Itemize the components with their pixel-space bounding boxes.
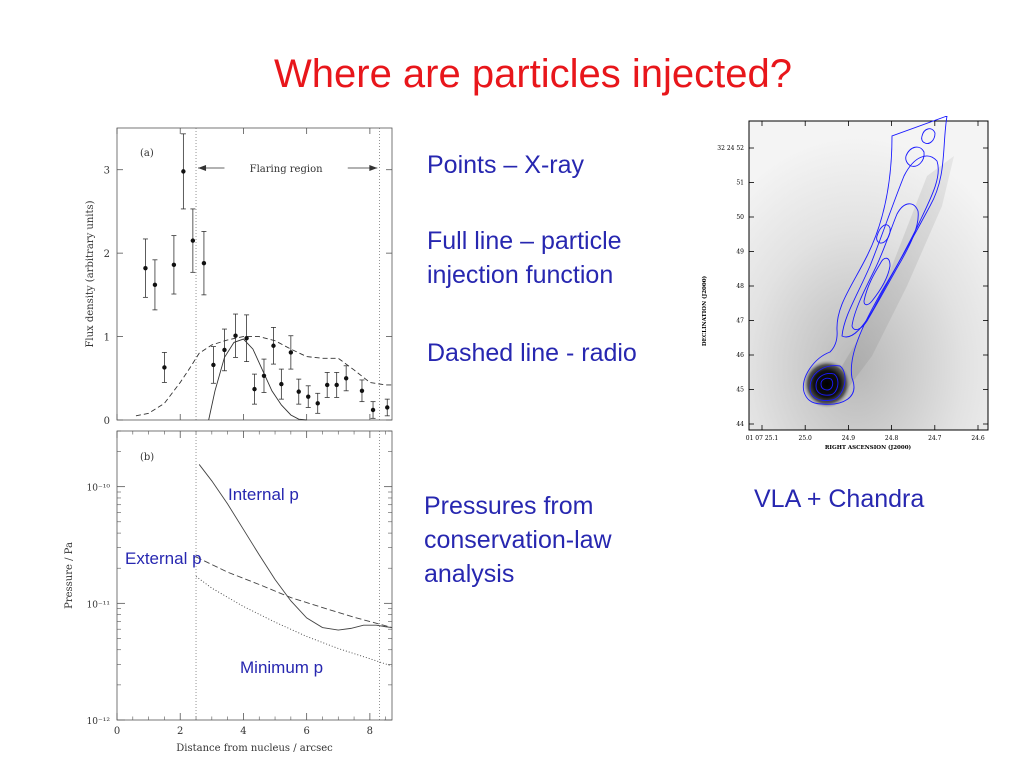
minimum-pressure-line (195, 576, 393, 667)
dec-tick-label: 32 24 52 (717, 145, 744, 152)
bullet-full-line: Full line – particle injection function (427, 227, 622, 289)
internal-pressure-line (198, 464, 393, 631)
xray-data-point (244, 336, 249, 341)
dec-tick-label: 50 (736, 214, 744, 221)
arrowhead-right (369, 165, 378, 171)
xray-data-point (296, 389, 301, 394)
xray-data-point (288, 350, 294, 355)
y-tick-label: 0 (104, 416, 110, 427)
x-axis-label: Distance from nucleus / arcsec (176, 743, 333, 754)
y-axis-label: Pressure / Pa (64, 542, 75, 609)
dec-axis-label: DECLINATION (J2000) (701, 275, 708, 346)
panel-label: (b) (140, 452, 154, 463)
y-tick-label: 10⁻¹² (87, 717, 111, 727)
y-tick-label: 2 (104, 249, 110, 260)
y-axis-label: Flux density (arbitrary units) (85, 200, 96, 347)
xray-data-point (315, 401, 320, 406)
y-tick-label: 10⁻¹¹ (87, 600, 110, 610)
xray-jet-emission (830, 156, 954, 396)
xray-data-point (334, 382, 339, 388)
injection-solid-line (208, 338, 307, 421)
xray-data-point (190, 238, 196, 243)
xray-data-point (325, 382, 330, 388)
external-pressure-line (195, 556, 393, 628)
panel-b-frame (116, 430, 393, 721)
xray-data-point (343, 376, 349, 381)
charts-figure: 0 1 2 3 Flux density (arbitrary units) (a) Fla… (64, 127, 393, 754)
xray-data-point (181, 169, 186, 174)
panel-a-frame (116, 127, 393, 421)
ra-axis-label: RIGHT ASCENSION (J2000) (825, 444, 912, 451)
xray-data-point (152, 282, 158, 288)
xray-data-point (385, 405, 390, 410)
xray-data-point (143, 265, 148, 271)
xray-data-point (201, 260, 207, 266)
ra-tick-label: 24.8 (885, 435, 899, 442)
dec-tick-label: 46 (736, 352, 744, 359)
panel-b: 10⁻¹² 10⁻¹¹ 10⁻¹⁰ 0 2 4 6 8 Distance from nucleu… (64, 430, 393, 754)
ra-tick-label: 01 07 25.1 (746, 435, 778, 442)
dec-tick-label: 45 (736, 387, 744, 394)
dec-tick-label: 48 (736, 283, 744, 290)
xray-data-point (370, 407, 376, 413)
xray-data-point (162, 365, 167, 370)
ra-tick-label: 24.7 (928, 435, 942, 442)
xray-data-point (233, 333, 238, 338)
panel-label: (a) (140, 148, 154, 159)
image-frame (748, 120, 989, 431)
dec-tick-label: 49 (736, 249, 744, 256)
flaring-region-label: Flaring region (250, 164, 323, 175)
radio-dashed-line (135, 336, 392, 417)
panel-a: 0 1 2 3 Flux density (arbitrary units) (a) Fla… (85, 127, 393, 427)
dec-tick-label: 51 (736, 180, 744, 187)
xray-data-point (279, 381, 284, 387)
bullet-dashed-line: Dashed line - radio (427, 339, 637, 367)
x-tick-label: 6 (303, 726, 309, 737)
dec-tick-label: 44 (736, 421, 744, 428)
y-tick-label: 10⁻¹⁰ (87, 484, 111, 494)
bullet-points-xray: Points – X-ray (427, 151, 585, 179)
xray-data-point (306, 394, 311, 399)
ra-tick-label: 24.6 (971, 435, 985, 442)
xray-data-point (271, 343, 276, 348)
xray-data-point (222, 347, 227, 353)
dec-tick-label: 47 (736, 318, 744, 325)
image-caption: VLA + Chandra (754, 485, 925, 513)
xray-data-point (261, 373, 267, 378)
radio-contours (802, 116, 948, 405)
x-tick-label: 8 (367, 726, 373, 737)
x-tick-label: 0 (114, 726, 120, 737)
x-tick-label: 2 (177, 726, 183, 737)
xray-data-point (171, 262, 177, 268)
pressures-text: Pressures from conservation-law analysis (424, 492, 612, 588)
ra-tick-label: 25.0 (799, 435, 813, 442)
x-tick-label: 4 (240, 726, 246, 737)
y-tick-label: 3 (104, 166, 110, 177)
ra-tick-label: 24.9 (842, 435, 856, 442)
slide-title: Where are particles injected? (274, 52, 793, 96)
arrowhead-left (198, 165, 207, 171)
vla-chandra-image: 32 24 52 51 50 49 48 47 46 45 44 01 07 25.1 25.0 2… (701, 116, 989, 451)
xray-data-point (252, 386, 257, 392)
xray-data-point (359, 388, 365, 393)
series-label-minimum-pressure: Minimum p (240, 658, 323, 677)
series-label-internal-pressure: Internal p (228, 485, 299, 504)
xray-data-point (211, 362, 216, 368)
series-label-external-pressure: External p (125, 549, 202, 568)
y-tick-label: 1 (104, 333, 110, 344)
